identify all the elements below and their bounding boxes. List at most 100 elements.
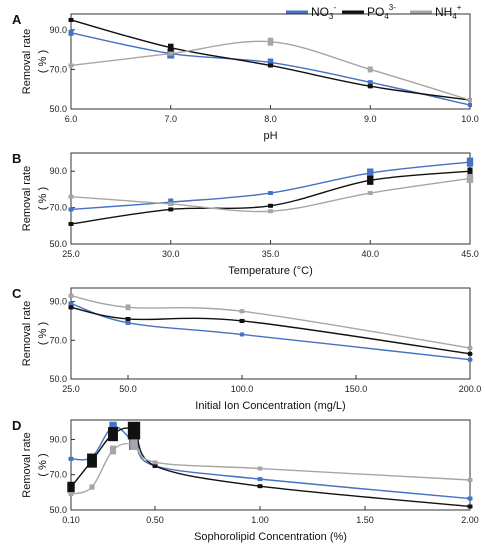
data-point-nh4 (468, 98, 472, 103)
y-tick-label: 90.0 (49, 25, 67, 35)
panel-letter-a: A (12, 12, 22, 27)
x-tick-label: 40.0 (361, 249, 379, 259)
x-tick-label: 50.0 (119, 384, 137, 394)
data-point-nh4 (90, 485, 94, 490)
x-tick-label: 0.50 (146, 515, 164, 525)
x-tick-label: 45.0 (461, 249, 479, 259)
data-point-po4 (69, 305, 73, 310)
data-point-nh4 (368, 191, 373, 196)
x-tick-label: 2.00 (461, 515, 479, 525)
x-tick-label: 0.10 (62, 515, 80, 525)
data-point-po4 (468, 351, 472, 356)
data-point-nh4 (69, 63, 73, 68)
legend-label-no3: NO3- (311, 3, 336, 21)
x-tick-label: 8.0 (264, 114, 277, 124)
y-axis-unit-c: ( % ) (37, 322, 49, 345)
legend: NO3- PO43- NH4+ (286, 3, 462, 21)
panel-letter-b: B (12, 151, 21, 166)
y-axis-title-d: Removal rate (21, 432, 33, 497)
x-tick-label: 100.0 (231, 384, 254, 394)
data-point-no3 (468, 103, 472, 108)
data-point-no3 (468, 496, 472, 501)
data-point-no3 (126, 320, 130, 325)
data-point-po4 (168, 45, 173, 50)
x-tick-label: 7.0 (164, 114, 177, 124)
x-axis-title-a: pH (263, 130, 277, 142)
series-no3-b (68, 157, 474, 212)
data-point-no3 (69, 207, 73, 212)
panel-a: A 50.0 70.0 90.0 6.0 7.0 8.0 9.0 10.0 pH Removal r… (12, 12, 479, 142)
plot-frame-c (70, 287, 471, 380)
data-point-no3 (69, 30, 73, 35)
y-axis-unit-b: ( % ) (37, 187, 49, 210)
series-no3-c (68, 301, 473, 362)
series-line-no3 (70, 161, 471, 211)
data-point-nh4 (111, 448, 115, 452)
data-point-po4 (268, 63, 273, 68)
y-tick-label: 70.0 (49, 203, 67, 213)
data-point-po4 (153, 463, 157, 468)
series-line-nh4 (70, 442, 471, 495)
panel-letter-d: D (12, 418, 21, 433)
data-point-po4 (90, 458, 94, 463)
data-point-no3 (468, 357, 472, 362)
data-point-po4 (268, 203, 273, 208)
data-point-nh4 (468, 176, 472, 181)
x-tick-label: 30.0 (162, 249, 180, 259)
data-point-po4 (368, 178, 373, 183)
data-point-no3 (368, 171, 373, 176)
series-po4-a (68, 17, 472, 103)
panel-letter-c: C (12, 286, 22, 301)
data-point-po4 (69, 221, 73, 226)
data-point-nh4 (168, 201, 173, 206)
y-axis-title-b: Removal rate (21, 166, 33, 231)
y-tick-label: 70.0 (49, 335, 67, 345)
data-point-nh4 (126, 305, 130, 310)
data-point-po4 (468, 169, 472, 174)
data-point-po4 (240, 318, 244, 323)
plot-frame-d (70, 419, 471, 511)
x-tick-label: 25.0 (62, 384, 80, 394)
data-point-nh4 (258, 466, 262, 471)
data-point-nh4 (69, 492, 73, 497)
data-point-po4 (126, 316, 130, 321)
y-tick-label: 90.0 (49, 297, 67, 307)
x-tick-label: 1.00 (251, 515, 269, 525)
x-tick-label: 25.0 (62, 249, 80, 259)
data-point-nh4 (240, 309, 244, 314)
data-point-no3 (268, 60, 273, 65)
legend-label-po4: PO43- (367, 3, 396, 21)
series-nh4-d (68, 439, 473, 497)
x-tick-label: 200.0 (459, 384, 482, 394)
data-point-no3 (69, 301, 73, 306)
x-tick-label: 150.0 (345, 384, 368, 394)
data-point-nh4 (468, 346, 472, 351)
data-point-nh4 (153, 460, 157, 465)
data-point-no3 (258, 477, 262, 482)
data-point-nh4 (268, 39, 273, 44)
series-line-po4 (70, 306, 471, 355)
data-point-po4 (132, 428, 136, 433)
panel-d: D 50.0 70.0 90.0 0.10 0.50 1.00 1.50 2.00 Sophoro… (12, 418, 479, 543)
y-tick-label: 50.0 (49, 104, 67, 114)
x-tick-label: 10.0 (461, 114, 479, 124)
data-point-po4 (468, 504, 472, 509)
y-axis-title-a: Removal rate (21, 29, 33, 94)
data-point-nh4 (368, 67, 373, 72)
y-tick-label: 50.0 (49, 505, 67, 515)
y-axis-unit-a: ( % ) (37, 50, 49, 73)
y-tick-label: 70.0 (49, 64, 67, 74)
plot-frame-b (70, 152, 471, 245)
y-tick-label: 90.0 (49, 166, 67, 176)
data-point-nh4 (468, 478, 472, 482)
panel-b: B 50.0 70.0 90.0 25.0 30.0 35.0 40.0 45.0 Tempera… (12, 151, 479, 277)
panel-c: C50.070.090.025.0 50.0 100.0 150.0 200.0Init… (12, 286, 481, 412)
data-point-po4 (69, 17, 73, 22)
y-tick-label: 90.0 (49, 434, 67, 444)
legend-label-nh4: NH4+ (435, 3, 462, 21)
series-nh4-c (68, 293, 473, 351)
series-line-no3 (70, 302, 471, 361)
data-point-no3 (468, 160, 472, 165)
y-tick-label: 70.0 (49, 470, 67, 480)
y-tick-label: 50.0 (49, 374, 67, 384)
